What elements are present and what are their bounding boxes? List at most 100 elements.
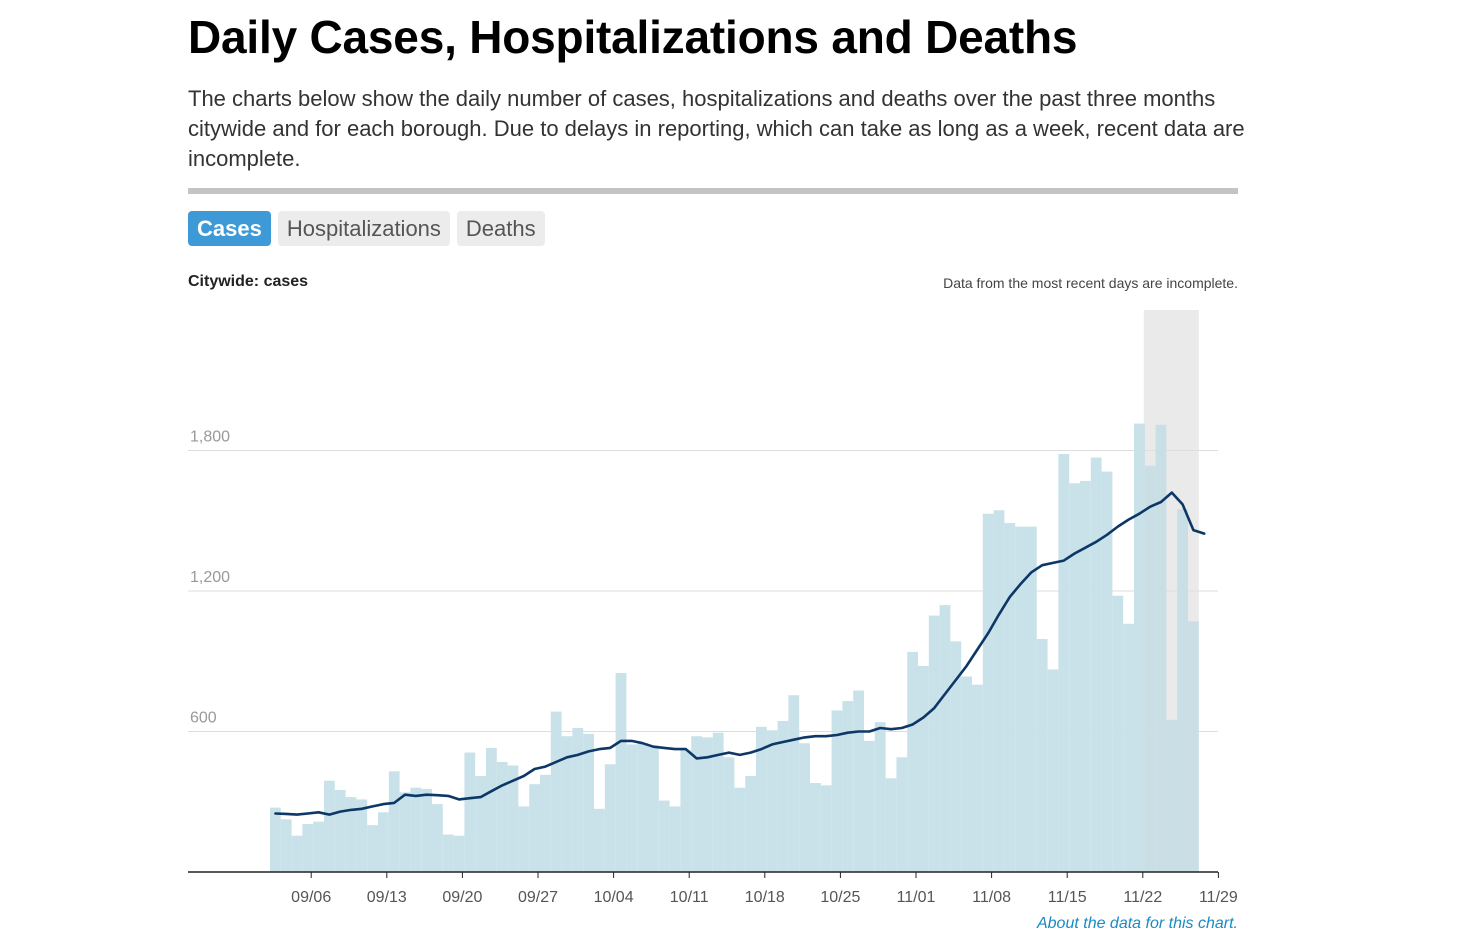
bar: [918, 665, 929, 872]
bar: [972, 684, 983, 872]
bar: [1026, 526, 1037, 872]
bar: [950, 641, 962, 872]
bar: [756, 726, 767, 872]
bar: [820, 785, 832, 872]
bar: [345, 797, 357, 872]
tab-hospitalizations[interactable]: Hospitalizations: [277, 211, 450, 246]
bar: [464, 752, 476, 872]
bar: [626, 744, 638, 872]
bar: [669, 806, 681, 872]
bar: [367, 825, 378, 872]
bar: [550, 711, 562, 872]
bar: [680, 750, 692, 872]
x-tick-label: 11/29: [1199, 889, 1238, 906]
tab-deaths[interactable]: Deaths: [456, 211, 545, 246]
average-line: [274, 491, 1206, 816]
tab-cases[interactable]: Cases: [188, 211, 271, 246]
bar: [1123, 623, 1134, 872]
x-tick-label: 10/18: [745, 889, 785, 906]
bar: [421, 788, 432, 872]
bar: [788, 695, 800, 872]
x-tick-label: 11/08: [972, 889, 1011, 906]
bar: [961, 676, 972, 872]
bar: [1047, 669, 1059, 872]
bar: [410, 787, 422, 872]
bar: [388, 771, 400, 872]
incomplete-data-note: Data from the most recent days are incom…: [943, 275, 1238, 291]
bar: [270, 807, 281, 872]
bar: [799, 743, 810, 872]
bar: [691, 736, 702, 872]
bar: [874, 722, 886, 872]
bar: [291, 835, 303, 872]
chart-label: Citywide: cases: [188, 273, 309, 290]
bar: [1036, 639, 1048, 872]
bar: [1069, 483, 1080, 872]
bar: [993, 510, 1005, 872]
bar: [1134, 423, 1145, 872]
bar: [1166, 719, 1178, 872]
bar: [658, 800, 670, 872]
metric-tabs: Cases Hospitalizations Deaths: [188, 211, 545, 246]
bar: [1015, 526, 1026, 872]
bar: [280, 819, 292, 872]
bar: [561, 736, 573, 872]
x-tick-label: 09/13: [367, 889, 407, 906]
bar: [453, 835, 465, 872]
bar: [518, 806, 530, 872]
bar: [583, 733, 594, 872]
section-divider: [188, 188, 1238, 194]
bar: [1188, 621, 1199, 872]
bar: [637, 743, 648, 872]
bar: [712, 732, 724, 872]
bar: [1090, 457, 1102, 872]
bar: [572, 727, 584, 872]
bar: [496, 761, 508, 872]
bar: [1080, 480, 1091, 872]
bar: [442, 834, 454, 872]
bar: [1004, 523, 1016, 872]
bar: [604, 764, 616, 872]
bar: [1058, 454, 1070, 872]
bar: [1177, 509, 1188, 872]
bar: [1101, 471, 1113, 872]
about-data-link[interactable]: About the data for this chart.: [1036, 915, 1238, 932]
bar: [885, 778, 897, 872]
x-tick-label: 09/06: [291, 889, 331, 906]
bar: [777, 720, 789, 872]
bar: [810, 783, 821, 872]
x-tick-label: 09/20: [442, 889, 482, 906]
bar: [615, 672, 627, 872]
bar: [723, 757, 735, 872]
bar: [853, 690, 864, 872]
y-tick-label: 1,800: [190, 429, 230, 446]
bar: [540, 774, 551, 872]
bar: [842, 701, 854, 872]
bar: [378, 812, 389, 872]
bar: [1112, 595, 1124, 872]
bar: [334, 790, 346, 872]
bar: [486, 747, 497, 872]
bar: [529, 784, 540, 872]
page-title: Daily Cases, Hospitalizations and Deaths: [188, 11, 1078, 63]
bar: [356, 799, 368, 872]
bar: [864, 740, 875, 872]
x-tick-label: 11/15: [1048, 889, 1087, 906]
bar: [1155, 424, 1167, 872]
bar: [734, 787, 746, 872]
bar: [594, 808, 605, 872]
bar: [939, 605, 951, 872]
x-tick-label: 10/04: [594, 889, 634, 906]
bar: [507, 765, 519, 872]
x-tick-label: 11/22: [1123, 889, 1162, 906]
bar: [982, 513, 994, 872]
bar: [831, 710, 843, 872]
bar: [896, 757, 908, 872]
x-tick-label: 10/25: [820, 889, 860, 906]
x-tick-label: 11/01: [897, 889, 936, 906]
bar: [907, 651, 918, 872]
bar: [432, 804, 443, 872]
bar: [766, 730, 778, 872]
bar: [302, 823, 314, 872]
